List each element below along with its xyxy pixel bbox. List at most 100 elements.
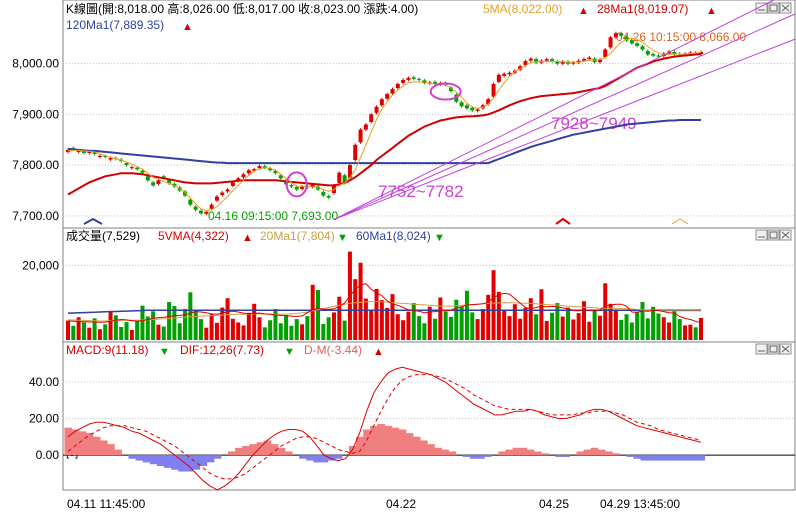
volume-bar	[496, 291, 501, 340]
volume-bar	[645, 318, 650, 340]
candle-body	[156, 180, 161, 184]
macd-hist-bar	[448, 451, 457, 456]
volume-bar	[124, 322, 129, 340]
volume-bar	[699, 317, 703, 340]
volume-bar	[257, 317, 262, 340]
volume-bar	[443, 311, 448, 340]
candle-body	[502, 73, 507, 76]
candle-body	[135, 167, 140, 170]
volume-bar	[337, 296, 342, 340]
volume-bar	[624, 314, 629, 340]
volume-bar	[108, 310, 113, 340]
volume-bar	[310, 284, 315, 340]
macd-hist-bar	[164, 455, 172, 468]
macd-tick-label: 0.00	[36, 448, 60, 462]
candle-body	[97, 155, 102, 158]
vma5-line	[67, 283, 702, 324]
candle-body	[587, 57, 592, 60]
annotation-zone-high: 7928~7949	[551, 114, 637, 133]
macd-hist-bar	[377, 424, 385, 456]
maximize-icon[interactable]	[767, 2, 780, 14]
volume-bar	[204, 327, 209, 340]
candle-body	[145, 176, 150, 181]
volume-bar	[411, 303, 416, 340]
volume-bar	[172, 306, 177, 340]
support-zone-circle	[429, 82, 462, 101]
y-tick-layer: 7,700.00 7,800.00 7,900.00 8,000.00 20,000 0.…	[12, 57, 59, 462]
volume-bar	[161, 326, 166, 340]
vma20-down-icon: ▼	[337, 232, 348, 244]
x-label-0422: 04.22	[386, 497, 416, 511]
volume-bar	[209, 314, 214, 340]
volume-bar	[316, 290, 321, 340]
grid-layer	[63, 63, 795, 456]
volume-bar	[661, 317, 666, 340]
volume-bar	[220, 307, 225, 340]
candle-body	[486, 99, 491, 105]
macd-hist-bar	[391, 427, 400, 456]
candle-body	[566, 61, 571, 64]
macd-hist-bar	[299, 455, 307, 459]
macd-hist-bar	[107, 444, 115, 456]
maximize-icon[interactable]	[767, 229, 780, 241]
macd-hist-bar	[690, 455, 698, 461]
volume-bar	[342, 320, 347, 340]
macd-hist-bar	[633, 455, 642, 459]
macd-hist-bar	[228, 451, 236, 456]
volume-bar	[385, 307, 390, 340]
volume-bar	[135, 320, 140, 340]
macd-hist-bar	[668, 455, 677, 461]
candle-body	[390, 89, 395, 94]
candle-body	[108, 158, 113, 160]
minimize-icon[interactable]	[755, 343, 768, 355]
macd-hist-bar	[263, 440, 272, 456]
candle-body	[241, 174, 246, 178]
volume-bar	[379, 300, 384, 340]
volume-bar	[693, 327, 698, 340]
volume-bar	[523, 307, 528, 340]
candle-body	[369, 114, 374, 122]
volume-bar	[539, 289, 544, 340]
maximize-icon[interactable]	[767, 343, 780, 355]
volume-bar	[576, 313, 581, 340]
candle-body	[262, 166, 267, 168]
minimize-icon[interactable]	[755, 2, 768, 14]
volume-bar	[193, 310, 198, 340]
volume-bar	[145, 316, 150, 340]
candle-body	[209, 204, 214, 209]
candle-body	[555, 61, 560, 64]
volume-bar	[667, 322, 672, 340]
candle-body	[71, 147, 76, 149]
candle-body	[417, 78, 422, 80]
macd-hist-bar	[420, 440, 428, 456]
macd-hist-bar	[178, 455, 186, 472]
macd-hist-bar	[277, 447, 286, 456]
volume-bar	[507, 316, 512, 340]
volume-bar	[464, 290, 469, 340]
candle-body	[87, 151, 92, 153]
macd-hist-bar	[142, 455, 151, 463]
macd-hist-bar	[555, 455, 563, 457]
volume-bar	[113, 315, 118, 340]
macd-hist-bar	[661, 455, 670, 461]
candle-body	[230, 182, 235, 186]
macd-hist-bar	[78, 431, 87, 456]
volume-bar	[76, 317, 81, 340]
macd-panel-frame	[62, 341, 796, 491]
volume-bar	[502, 310, 507, 340]
candle-body	[278, 175, 283, 179]
volume-bar	[305, 316, 310, 340]
minimize-icon[interactable]	[755, 229, 768, 241]
mini-arrow-marker	[83, 217, 103, 225]
volume-bar	[92, 318, 97, 340]
candle-body	[528, 58, 533, 61]
macd-hist-bar	[405, 433, 414, 456]
macd-hist-bar	[171, 455, 179, 470]
candle-body	[151, 182, 156, 186]
volume-bar	[613, 309, 618, 340]
candle-body	[294, 186, 299, 190]
vma20-label: 20Ma1(7,804)	[260, 229, 335, 243]
volume-bar	[486, 294, 491, 340]
volume-bar	[230, 318, 235, 340]
